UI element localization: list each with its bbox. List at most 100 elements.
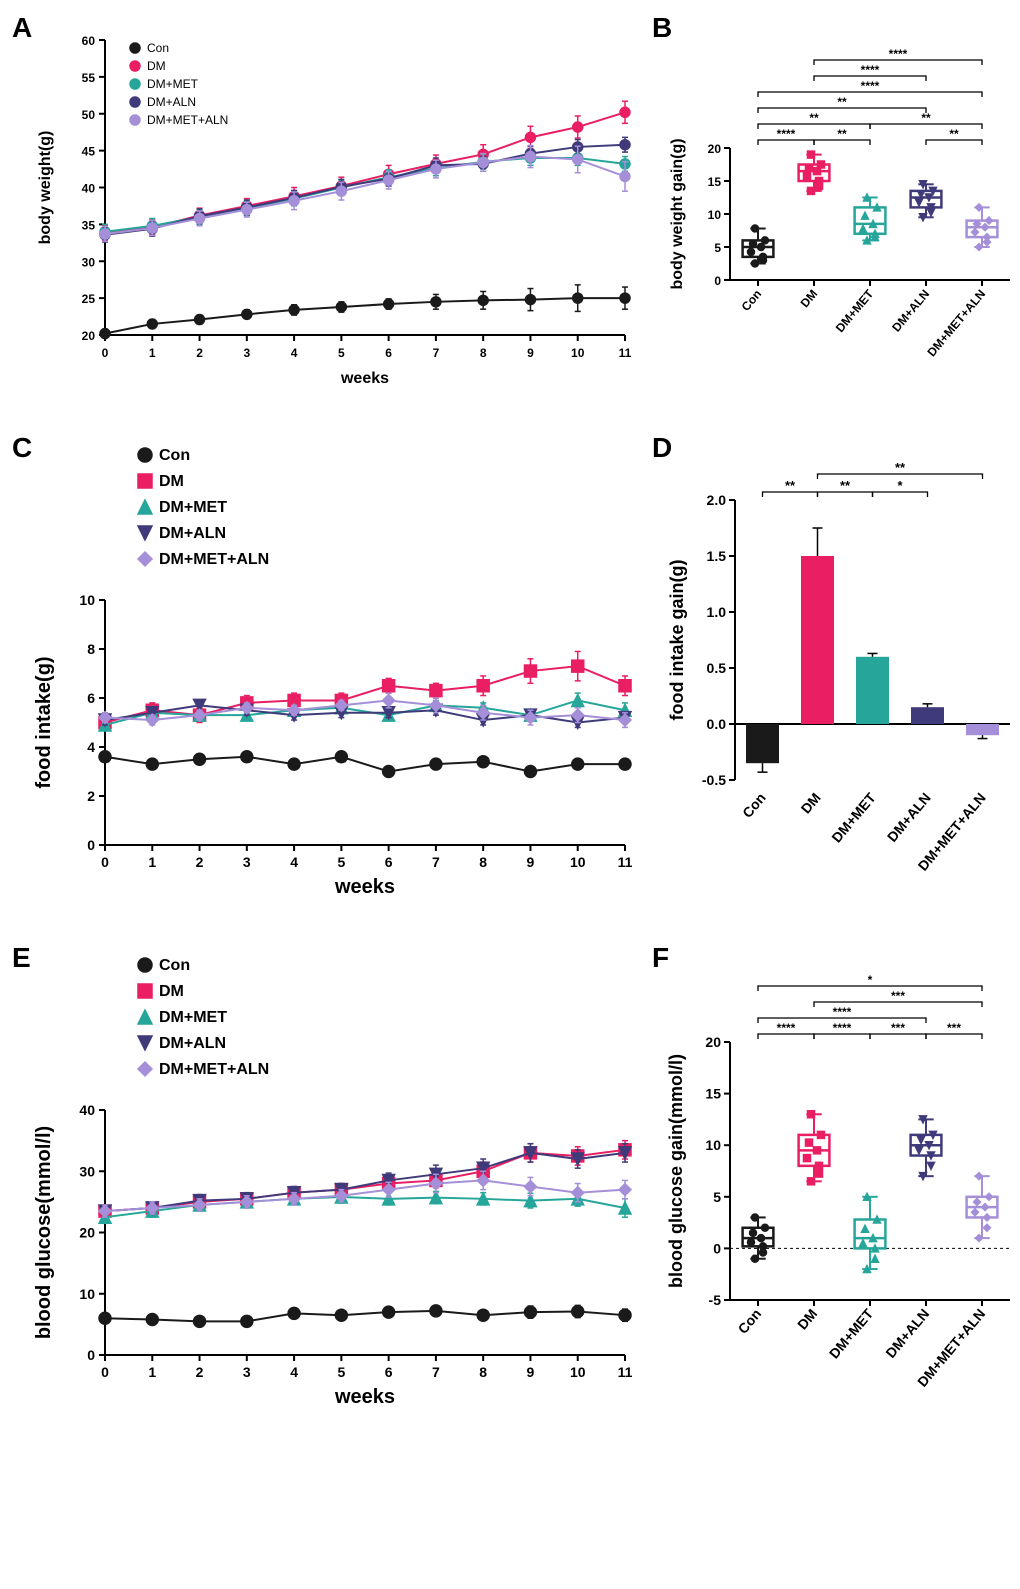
svg-text:0: 0 [714, 274, 721, 288]
svg-text:9: 9 [527, 854, 535, 870]
svg-text:20: 20 [82, 329, 96, 343]
svg-text:7: 7 [432, 1364, 440, 1380]
svg-text:DM+ALN: DM+ALN [884, 790, 934, 845]
svg-text:11: 11 [618, 1364, 633, 1380]
svg-text:6: 6 [385, 854, 393, 870]
svg-text:Con: Con [159, 447, 190, 464]
svg-text:**: ** [785, 478, 796, 493]
svg-text:DM+ALN: DM+ALN [147, 95, 196, 109]
svg-text:**: ** [895, 460, 906, 475]
svg-text:8: 8 [87, 641, 95, 657]
svg-text:2: 2 [196, 346, 203, 360]
svg-text:DM+ALN: DM+ALN [889, 287, 932, 335]
svg-text:2: 2 [87, 788, 95, 804]
svg-text:****: **** [777, 127, 796, 141]
svg-text:Con: Con [739, 287, 765, 314]
svg-text:50: 50 [82, 108, 96, 122]
svg-text:DM+MET: DM+MET [159, 1009, 227, 1026]
svg-text:5: 5 [714, 241, 721, 255]
svg-text:DM+MET: DM+MET [147, 77, 199, 91]
svg-text:***: *** [947, 1021, 961, 1035]
svg-text:20: 20 [708, 142, 722, 156]
svg-text:1: 1 [148, 1364, 156, 1380]
svg-text:11: 11 [618, 854, 633, 870]
svg-text:*: * [868, 973, 873, 987]
svg-text:DM: DM [159, 473, 184, 490]
svg-text:**: ** [809, 111, 819, 125]
svg-text:****: **** [833, 1021, 852, 1035]
svg-text:30: 30 [82, 255, 96, 269]
svg-text:DM: DM [794, 1306, 820, 1333]
svg-text:15: 15 [705, 1086, 721, 1102]
panel-b-label: B [652, 12, 672, 44]
svg-text:1.5: 1.5 [707, 548, 727, 564]
svg-text:DM+ALN: DM+ALN [882, 1306, 932, 1361]
svg-text:DM+MET: DM+MET [828, 789, 879, 845]
svg-text:3: 3 [243, 346, 250, 360]
panel-a-label: A [12, 12, 32, 44]
svg-text:DM+MET: DM+MET [826, 1305, 877, 1361]
svg-text:10: 10 [570, 1364, 586, 1380]
svg-text:****: **** [861, 79, 880, 93]
svg-text:-5: -5 [709, 1292, 722, 1308]
svg-text:***: *** [891, 989, 905, 1003]
svg-text:DM+MET+ALN: DM+MET+ALN [924, 287, 988, 359]
svg-text:blood glucose(mmol/l): blood glucose(mmol/l) [33, 1126, 55, 1339]
svg-text:6: 6 [87, 690, 95, 706]
svg-text:2.0: 2.0 [707, 492, 727, 508]
svg-text:5: 5 [337, 854, 345, 870]
svg-text:0.0: 0.0 [707, 716, 727, 732]
svg-text:DM+ALN: DM+ALN [159, 1035, 226, 1052]
svg-text:20: 20 [705, 1034, 721, 1050]
panel-c: C 024681001234567891011weeksfood intake(… [20, 440, 640, 910]
svg-text:**: ** [840, 478, 851, 493]
svg-text:0: 0 [101, 854, 109, 870]
svg-text:DM: DM [798, 790, 824, 817]
svg-text:7: 7 [433, 346, 440, 360]
svg-text:1: 1 [149, 346, 156, 360]
svg-text:**: ** [837, 127, 847, 141]
svg-text:8: 8 [479, 1364, 487, 1380]
svg-text:***: *** [891, 1021, 905, 1035]
svg-text:**: ** [949, 127, 959, 141]
svg-text:40: 40 [79, 1102, 95, 1118]
svg-text:weeks: weeks [340, 370, 389, 387]
svg-text:0: 0 [713, 1240, 721, 1256]
svg-text:3: 3 [243, 1364, 251, 1380]
svg-text:5: 5 [713, 1189, 721, 1205]
svg-text:DM+MET: DM+MET [159, 499, 227, 516]
svg-text:10: 10 [705, 1137, 721, 1153]
svg-text:8: 8 [480, 346, 487, 360]
svg-text:Con: Con [735, 1306, 765, 1337]
svg-text:1: 1 [148, 854, 156, 870]
svg-text:Con: Con [159, 957, 190, 974]
svg-text:2: 2 [196, 1364, 204, 1380]
svg-text:10: 10 [79, 1286, 95, 1302]
panel-d: D -0.50.00.51.01.52.0food intake gain(g)… [660, 440, 1020, 910]
svg-text:5: 5 [337, 1364, 345, 1380]
svg-text:10: 10 [571, 346, 585, 360]
svg-text:35: 35 [82, 218, 96, 232]
svg-text:2: 2 [196, 854, 204, 870]
svg-text:0.5: 0.5 [707, 660, 727, 676]
svg-text:weeks: weeks [334, 1386, 395, 1408]
svg-text:0: 0 [101, 1364, 109, 1380]
svg-text:DM: DM [798, 287, 821, 310]
svg-text:40: 40 [82, 182, 96, 196]
svg-text:DM+MET+ALN: DM+MET+ALN [159, 551, 269, 568]
svg-text:3: 3 [243, 854, 251, 870]
svg-text:weeks: weeks [334, 876, 395, 898]
svg-text:DM: DM [159, 983, 184, 1000]
svg-text:20: 20 [79, 1225, 95, 1241]
svg-text:1.0: 1.0 [707, 604, 727, 620]
svg-text:7: 7 [432, 854, 440, 870]
svg-text:6: 6 [385, 1364, 393, 1380]
svg-text:0: 0 [102, 346, 109, 360]
svg-text:DM+MET+ALN: DM+MET+ALN [159, 1061, 269, 1078]
svg-text:55: 55 [82, 71, 96, 85]
panel-f: F -505101520blood glucose gain(mmol/l)Co… [660, 950, 1020, 1420]
svg-text:11: 11 [619, 346, 632, 360]
svg-text:****: **** [889, 47, 908, 61]
svg-text:4: 4 [291, 346, 298, 360]
svg-text:4: 4 [290, 1364, 298, 1380]
